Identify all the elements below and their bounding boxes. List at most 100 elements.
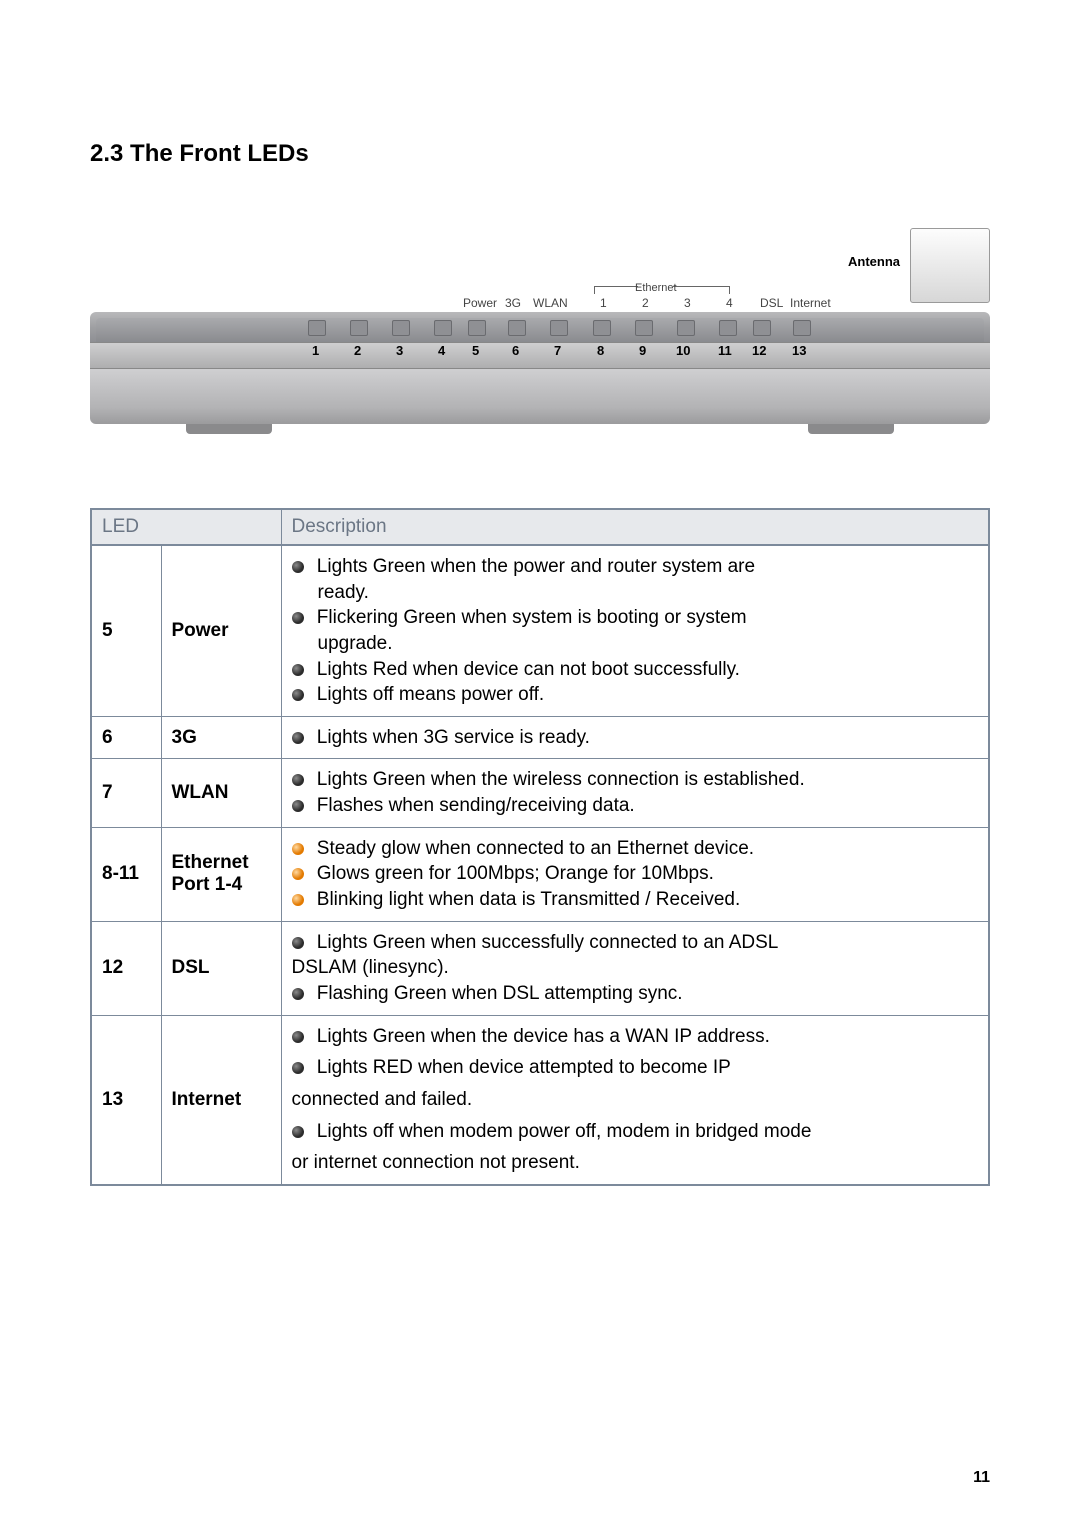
router-foot-right — [808, 424, 894, 434]
desc-text: Steady glow when connected to an Etherne… — [312, 838, 755, 859]
led-number-cell: 12 — [91, 921, 161, 1015]
led-bullet-dark-icon — [292, 684, 312, 705]
antenna-block — [910, 228, 990, 303]
label-ethernet: Ethernet — [635, 282, 677, 294]
router-num-strip — [90, 342, 990, 368]
router-top-strip — [90, 312, 990, 342]
num-13: 13 — [792, 343, 806, 358]
led-bullet-orange-icon — [292, 863, 312, 884]
antenna-label: Antenna — [848, 254, 900, 269]
desc-continuation: upgrade. — [292, 631, 979, 657]
num-11: 11 — [718, 343, 732, 358]
router-base — [90, 368, 990, 424]
th-led: LED — [91, 509, 281, 545]
led-bullet-dark-icon — [292, 769, 312, 790]
label-dsl: DSL — [760, 296, 783, 310]
desc-text: Lights when 3G service is ready. — [312, 727, 590, 748]
led-bullet-dark-icon — [292, 1121, 312, 1142]
led-name-cell: WLAN — [161, 759, 281, 827]
num-2: 2 — [354, 343, 361, 358]
led-bullet-dark-icon — [292, 607, 312, 628]
desc-text: Lights Green when successfully connected… — [312, 932, 779, 953]
led-bullet-orange-icon — [292, 889, 312, 910]
led-slot-13 — [793, 320, 811, 336]
led-slot-10 — [677, 320, 695, 336]
router-foot-left — [186, 424, 272, 434]
desc-text: Glows green for 100Mbps; Orange for 10Mb… — [312, 863, 714, 884]
desc-text: Lights Green when the power and router s… — [312, 556, 756, 577]
led-desc-cell: Lights when 3G service is ready. — [281, 716, 989, 759]
num-1: 1 — [312, 343, 319, 358]
led-slot-8 — [593, 320, 611, 336]
led-slot-2 — [350, 320, 368, 336]
led-bullet-dark-icon — [292, 1026, 312, 1047]
led-name-cell: EthernetPort 1-4 — [161, 827, 281, 921]
led-number-cell: 8-11 — [91, 827, 161, 921]
led-bullet-dark-icon — [292, 556, 312, 577]
desc-text: Flashes when sending/receiving data. — [312, 795, 635, 816]
led-desc-cell: Lights Green when the device has a WAN I… — [281, 1015, 989, 1185]
led-bullet-dark-icon — [292, 659, 312, 680]
led-name-cell: DSL — [161, 921, 281, 1015]
led-name-cell: 3G — [161, 716, 281, 759]
num-5: 5 — [472, 343, 479, 358]
num-10: 10 — [676, 343, 690, 358]
led-name-cell: Power — [161, 545, 281, 716]
label-eth-1: 1 — [600, 296, 607, 310]
desc-text: Lights off when modem power off, modem i… — [312, 1121, 812, 1142]
led-slot-6 — [508, 320, 526, 336]
led-bullet-dark-icon — [292, 727, 312, 748]
led-bullet-orange-icon — [292, 838, 312, 859]
led-slot-11 — [719, 320, 737, 336]
led-number-cell: 13 — [91, 1015, 161, 1185]
label-wlan: WLAN — [533, 296, 568, 310]
label-eth-3: 3 — [684, 296, 691, 310]
desc-text: Flickering Green when system is booting … — [312, 607, 747, 628]
ethernet-bracket-left — [594, 286, 638, 294]
desc-text: Lights Red when device can not boot succ… — [312, 659, 740, 680]
page-number: 11 — [973, 1469, 990, 1487]
num-4: 4 — [438, 343, 445, 358]
desc-continuation: ready. — [292, 580, 979, 606]
num-7: 7 — [554, 343, 561, 358]
desc-text: Lights RED when device attempted to beco… — [312, 1057, 731, 1078]
led-number-cell: 5 — [91, 545, 161, 716]
num-8: 8 — [597, 343, 604, 358]
led-bullet-dark-icon — [292, 932, 312, 953]
label-internet: Internet — [790, 296, 831, 310]
led-desc-cell: Lights Green when the power and router s… — [281, 545, 989, 716]
label-3g: 3G — [505, 296, 521, 310]
desc-text: Lights Green when the wireless connectio… — [312, 769, 805, 790]
led-desc-cell: Lights Green when successfully connected… — [281, 921, 989, 1015]
led-desc-cell: Lights Green when the wireless connectio… — [281, 759, 989, 827]
led-bullet-dark-icon — [292, 1057, 312, 1078]
led-bullet-dark-icon — [292, 795, 312, 816]
led-number-cell: 7 — [91, 759, 161, 827]
desc-text: Blinking light when data is Transmitted … — [312, 889, 741, 910]
label-power: Power — [463, 296, 497, 310]
desc-continuation: DSLAM (linesync). — [292, 955, 979, 981]
num-6: 6 — [512, 343, 519, 358]
led-bullet-dark-icon — [292, 983, 312, 1004]
led-description-table: LED Description 5Power Lights Green when… — [90, 508, 990, 1186]
desc-continuation: connected and failed. — [292, 1087, 979, 1113]
num-9: 9 — [639, 343, 646, 358]
num-12: 12 — [752, 343, 766, 358]
desc-continuation: or internet connection not present. — [292, 1150, 979, 1176]
ethernet-bracket-right — [673, 286, 730, 294]
led-slot-3 — [392, 320, 410, 336]
desc-text: Flashing Green when DSL attempting sync. — [312, 983, 683, 1004]
desc-text: Lights off means power off. — [312, 684, 545, 705]
router-front-diagram: Antenna Power 3G WLAN Ethernet 1 2 3 4 D… — [90, 228, 990, 448]
led-name-cell: Internet — [161, 1015, 281, 1185]
led-slot-1 — [308, 320, 326, 336]
desc-text: Lights Green when the device has a WAN I… — [312, 1026, 770, 1047]
num-3: 3 — [396, 343, 403, 358]
section-title: 2.3 The Front LEDs — [90, 140, 990, 168]
label-eth-2: 2 — [642, 296, 649, 310]
led-slot-12 — [753, 320, 771, 336]
led-slot-4 — [434, 320, 452, 336]
led-slot-7 — [550, 320, 568, 336]
th-desc: Description — [281, 509, 989, 545]
led-desc-cell: Steady glow when connected to an Etherne… — [281, 827, 989, 921]
